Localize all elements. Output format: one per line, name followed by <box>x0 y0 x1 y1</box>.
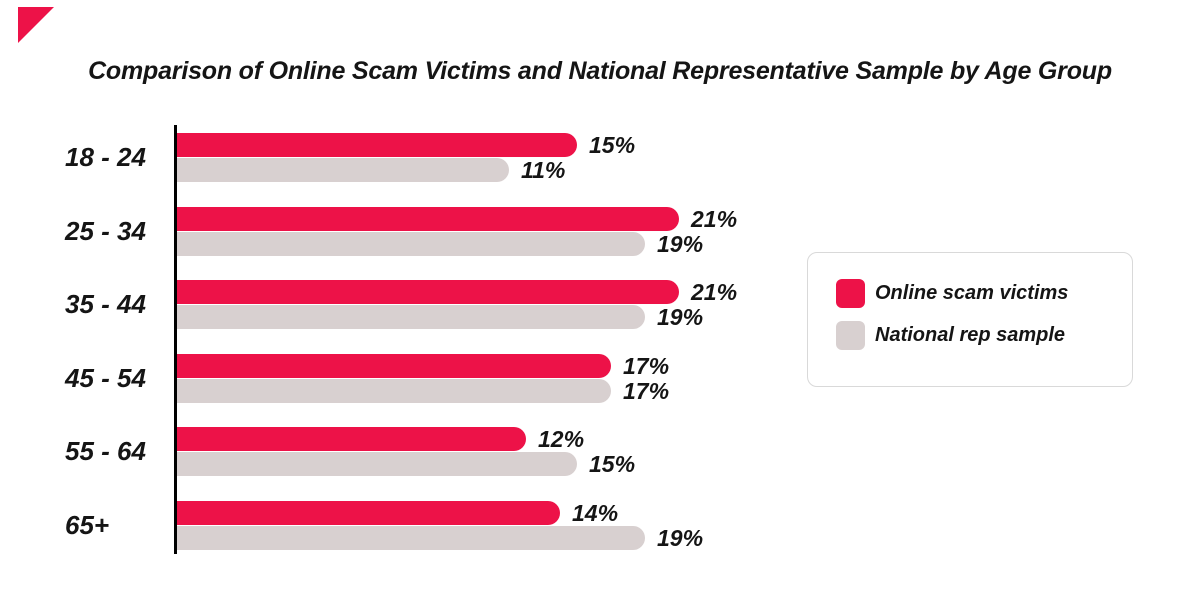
age-group-label: 45 - 54 <box>65 362 146 393</box>
chart-row-55-64: 55 - 64 12% 15% <box>0 427 1200 476</box>
chart-title: Comparison of Online Scam Victims and Na… <box>88 57 1112 85</box>
bar-online-scam-victims <box>177 500 560 525</box>
age-group-label: 35 - 44 <box>65 289 146 319</box>
corner-accent-icon <box>18 7 54 43</box>
bar-value-label: 15% <box>589 451 636 477</box>
bar-value-label: 17% <box>623 352 670 379</box>
legend-item-online-scam-victims: Online scam victims <box>836 279 1068 308</box>
chart-row-35-44: 35 - 44 21% 19% <box>0 280 1200 329</box>
age-group-label: 25 - 34 <box>65 215 146 246</box>
chart-row-18-24: 18 - 24 15% 11% <box>0 133 1200 182</box>
bar-value-label: 17% <box>623 377 670 404</box>
bar-national-rep-sample <box>177 231 645 256</box>
legend-swatch-victims <box>836 279 865 308</box>
legend-swatch-national <box>836 321 865 350</box>
chart-row-65plus: 65+ 14% 19% <box>0 499 1200 551</box>
bar-value-label: 19% <box>657 230 704 257</box>
age-group-label: 65+ <box>65 509 110 540</box>
bar-national-rep-sample <box>177 452 577 476</box>
bar-value-label: 21% <box>691 205 738 232</box>
bar-national-rep-sample <box>177 305 645 329</box>
chart-row-45-54: 45 - 54 17% 17% <box>0 352 1200 404</box>
bar-online-scam-victims <box>177 206 679 231</box>
y-axis-line <box>174 125 177 554</box>
bar-value-label: 21% <box>691 279 738 305</box>
age-group-label: 55 - 64 <box>65 436 146 466</box>
bar-value-label: 19% <box>657 524 704 551</box>
bar-rows: 18 - 24 15% 11% 25 - 34 21% <box>0 133 1200 574</box>
bar-value-label: 12% <box>538 426 585 452</box>
bar-national-rep-sample <box>177 378 611 403</box>
bar-value-label: 15% <box>589 132 636 158</box>
bar-online-scam-victims <box>177 133 577 157</box>
bar-national-rep-sample <box>177 158 509 182</box>
age-group-label: 18 - 24 <box>65 142 146 172</box>
legend-label: Online scam victims <box>875 282 1069 304</box>
bar-online-scam-victims <box>177 427 526 451</box>
chart-row-25-34: 25 - 34 21% 19% <box>0 205 1200 257</box>
bar-online-scam-victims <box>177 280 679 304</box>
bar-value-label: 14% <box>572 499 619 526</box>
legend-label: National rep sample <box>875 324 1066 346</box>
bar-online-scam-victims <box>177 353 611 378</box>
bar-value-label: 11% <box>521 157 566 183</box>
bar-national-rep-sample <box>177 525 645 550</box>
bar-value-label: 19% <box>657 304 704 330</box>
legend-item-national-rep-sample: National rep sample <box>836 321 1065 350</box>
legend-box: Online scam victims National rep sample <box>807 252 1133 387</box>
